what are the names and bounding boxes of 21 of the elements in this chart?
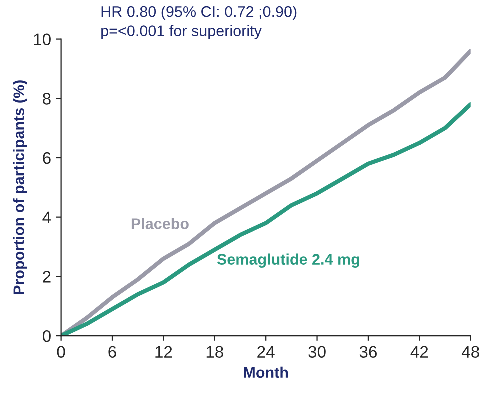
series-label: Placebo — [132, 218, 189, 230]
y-axis-title: Proportion of participants (%) — [13, 80, 28, 294]
x-tick-label: 0 — [57, 346, 66, 358]
x-tick-label: 42 — [410, 346, 428, 358]
y-tick-label: 6 — [43, 152, 51, 164]
series-label: Semaglutide 2.4 mg — [217, 254, 360, 268]
y-tick-label: 0 — [42, 330, 51, 342]
annotation: p=<0.001 for superiority — [102, 25, 262, 40]
x-tick-label: 36 — [360, 346, 378, 358]
x-tick-label: 24 — [258, 346, 275, 358]
x-tick-label: 18 — [206, 346, 224, 358]
y-tick-label: 4 — [42, 212, 52, 224]
y-tick-label: 8 — [43, 93, 51, 105]
x-tick-label: 6 — [108, 346, 116, 358]
y-tick-label: 2 — [43, 271, 51, 283]
y-tick-label: 10 — [34, 34, 51, 46]
text: HR 0.80 (95% CI: 0.72 ;0.90) — [102, 6, 297, 20]
x-tick-label: 30 — [308, 346, 326, 358]
x-tick-label: 12 — [156, 346, 172, 358]
x-tick-label: 48 — [462, 346, 479, 358]
x-axis-title: Month — [244, 366, 288, 378]
